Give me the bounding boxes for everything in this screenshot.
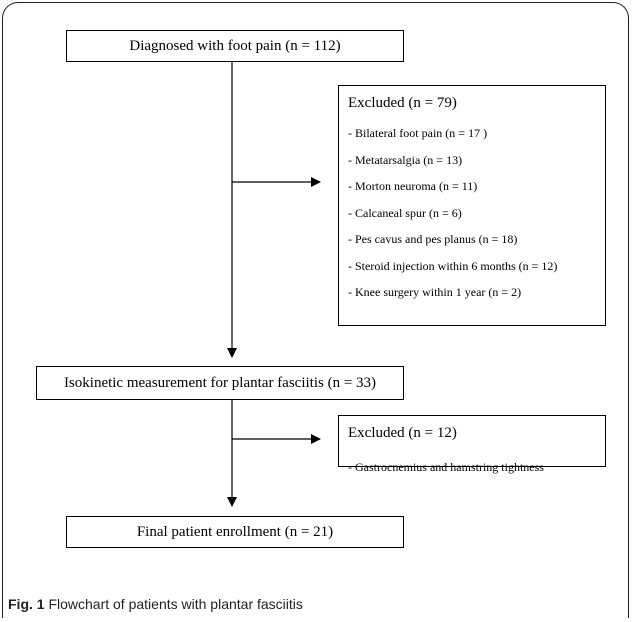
box-isokinetic-label: Isokinetic measurement for plantar fasci…: [63, 374, 377, 391]
excluded-2-list: - Gastrocnemius and hamstring tightness: [348, 460, 544, 475]
excluded-1-item: - Steroid injection within 6 months (n =…: [348, 258, 558, 273]
excluded-2-item: - Gastrocnemius and hamstring tightness: [348, 460, 544, 474]
box-final-enrollment: Final patient enrollment (n = 21): [66, 516, 404, 548]
box-excluded-1: Excluded (n = 79) - Bilateral foot pain …: [338, 85, 606, 326]
excluded-1-item: - Knee surgery within 1 year (n = 2): [348, 285, 522, 299]
excluded-1-item: - Pes cavus and pes planus (n = 18): [348, 232, 518, 246]
box-final-enrollment-label: Final patient enrollment (n = 21): [136, 523, 334, 540]
caption-text: Flowchart of patients with plantar fasci…: [48, 596, 303, 612]
box-excluded-2: Excluded (n = 12) - Gastrocnemius and ha…: [338, 415, 606, 474]
excluded-1-item: - Calcaneal spur (n = 6): [348, 205, 462, 220]
box-diagnosed: Diagnosed with foot pain (n = 112): [66, 30, 404, 62]
excluded-1-list: - Bilateral foot pain (n = 17 ) - Metata…: [348, 126, 557, 312]
excluded-1-title: Excluded (n = 79): [348, 95, 457, 111]
excluded-2-title: Excluded (n = 12): [348, 425, 457, 441]
figure-caption: Fig. 1 Flowchart of patients with planta…: [8, 596, 303, 612]
caption-label: Fig. 1: [8, 596, 45, 612]
excluded-1-item: - Bilateral foot pain (n = 17 ): [348, 126, 488, 140]
box-diagnosed-label: Diagnosed with foot pain (n = 112): [129, 37, 341, 54]
box-isokinetic: Isokinetic measurement for plantar fasci…: [36, 366, 404, 400]
excluded-1-item: - Morton neuroma (n = 11): [348, 179, 478, 193]
excluded-1-item: - Metatarsalgia (n = 13): [348, 152, 463, 167]
